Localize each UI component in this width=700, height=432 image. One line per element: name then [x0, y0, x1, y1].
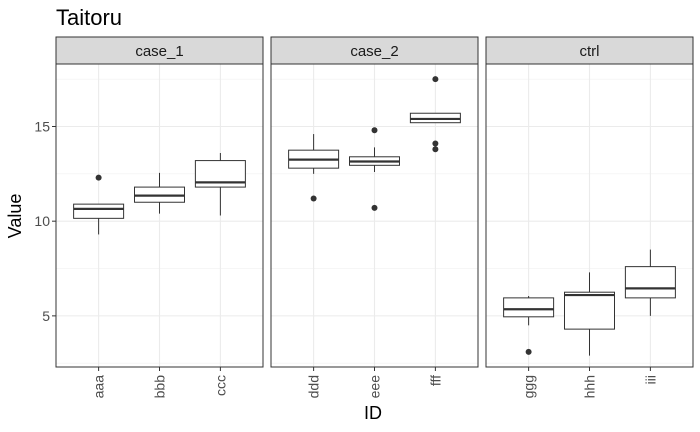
x-tick-label: fff	[427, 375, 443, 386]
y-axis-title: Value	[5, 194, 25, 239]
y-tick-label: 15	[34, 118, 50, 134]
x-tick-label: eee	[367, 375, 383, 399]
facet-strip	[55, 36, 264, 65]
x-tick-label: iii	[642, 375, 658, 384]
x-tick-label: aaa	[91, 375, 107, 399]
box-ggg: ggg	[503, 295, 555, 398]
box-iqr	[73, 203, 125, 219]
outlier-point	[432, 140, 439, 147]
box-aaa: aaa	[73, 174, 125, 399]
outlier-point	[432, 76, 439, 83]
x-tick-label: ccc	[212, 375, 228, 396]
box-iqr	[624, 266, 676, 299]
x-tick-label: hhh	[582, 375, 598, 398]
panel-border	[485, 63, 694, 368]
facet-panel-ctrl: ctrl ggg hhh iii	[485, 36, 694, 398]
outlier-point	[371, 204, 378, 211]
box-eee: eee	[349, 127, 400, 399]
facet-strip	[485, 36, 694, 65]
x-tick-label: bbb	[152, 375, 168, 399]
facet-strip-label: case_1	[135, 43, 183, 60]
x-axis-title: ID	[364, 403, 382, 423]
outlier-point	[525, 348, 532, 355]
box-ddd: ddd	[288, 134, 340, 398]
facet-strip-label: ctrl	[580, 43, 600, 60]
box-iii: iii	[624, 249, 676, 384]
panel-border	[55, 63, 264, 368]
chart-title: Taitoru	[56, 5, 122, 30]
x-tick-label: ggg	[521, 375, 537, 398]
box-hhh: hhh	[564, 272, 615, 398]
panel-border	[270, 63, 479, 368]
facet-strip-label: case_2	[350, 43, 398, 60]
box-iqr	[503, 297, 555, 318]
outlier-point	[371, 127, 378, 134]
x-tick-label: ddd	[306, 375, 322, 398]
box-iqr	[564, 291, 615, 330]
outlier-point	[310, 195, 317, 202]
box-fff: fff	[409, 76, 461, 386]
outlier-point	[95, 174, 102, 181]
box-bbb: bbb	[134, 172, 185, 399]
y-tick-label: 10	[34, 213, 50, 229]
box-ccc: ccc	[194, 153, 246, 396]
y-tick-label: 5	[42, 308, 50, 324]
outlier-point	[432, 146, 439, 153]
facet-strip	[270, 36, 479, 65]
